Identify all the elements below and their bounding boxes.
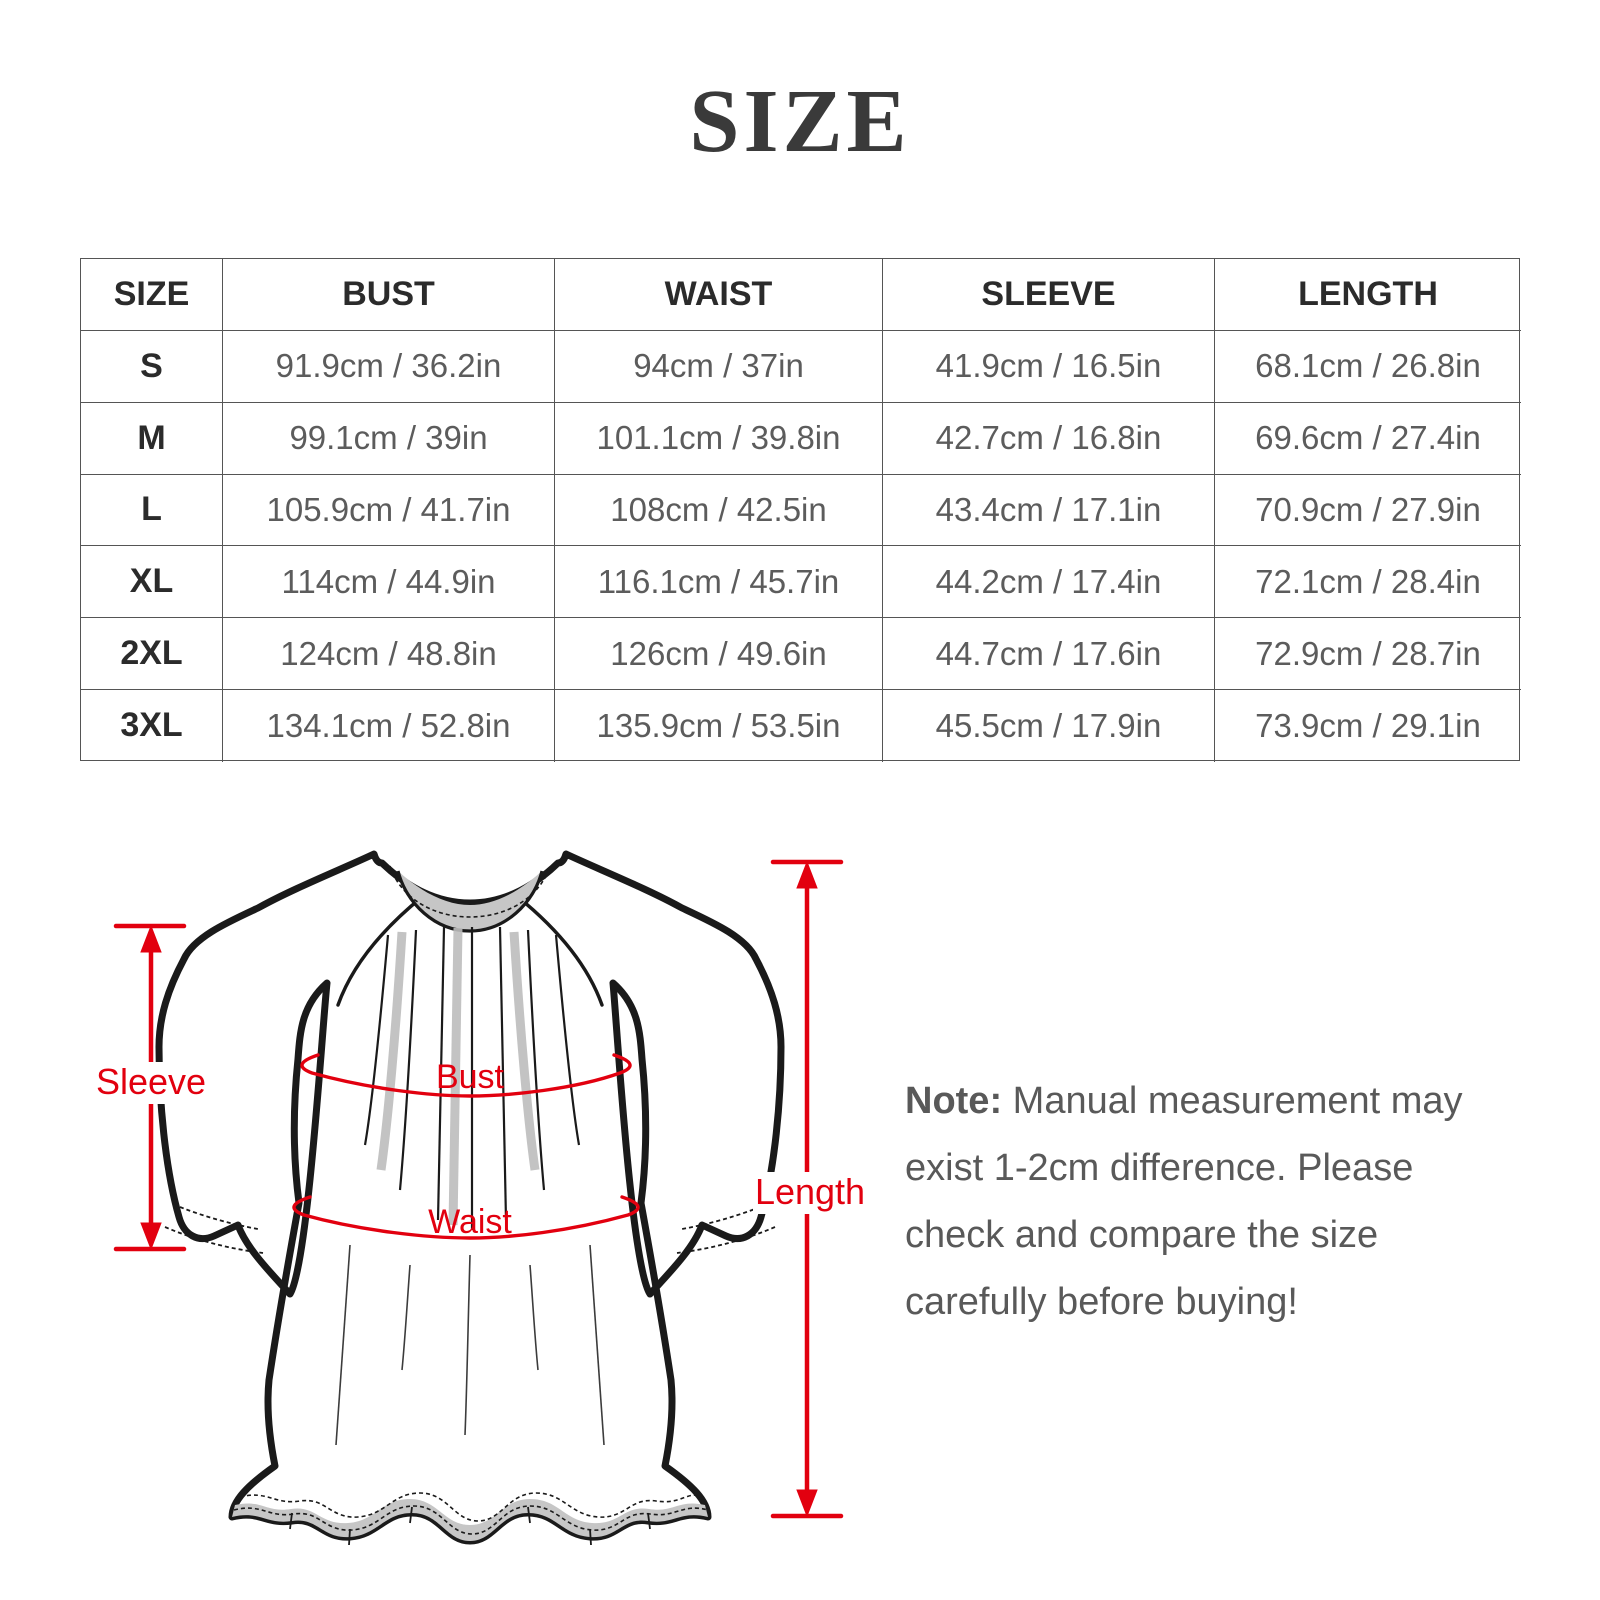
svg-text:Length: Length bbox=[755, 1171, 865, 1212]
svg-text:Sleeve: Sleeve bbox=[96, 1061, 206, 1102]
